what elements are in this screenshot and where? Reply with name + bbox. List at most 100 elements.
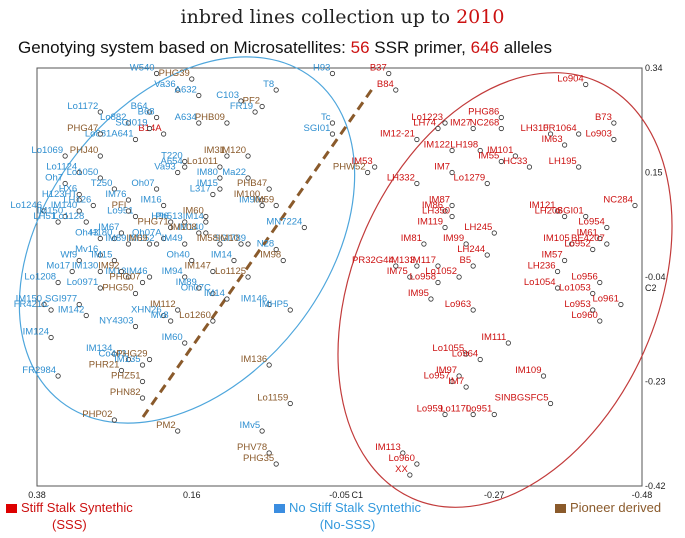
y-axis-label: C2: [645, 283, 657, 293]
nosss-point-label: IM13: [105, 266, 126, 277]
sss-point-label: IM117: [410, 255, 436, 266]
nosss-point: [118, 230, 125, 236]
nosss-point-label: Oh7: [45, 173, 63, 184]
nosss-point: [97, 285, 103, 291]
legend-sss-swatch: [6, 504, 17, 514]
pioneer-point: [273, 461, 279, 467]
sss-point-label: Lo1279: [454, 173, 486, 184]
nosss-point: [48, 334, 54, 341]
nosss-point: [62, 213, 68, 220]
legend-sss-sub: (SSS): [52, 517, 87, 532]
nosss-point-label: Lo1246: [10, 200, 42, 211]
nosss-point: [41, 208, 47, 214]
pioneer-point-label: IM92: [98, 261, 119, 272]
sss-point: [498, 114, 504, 121]
nosss-point-label: IM134: [86, 343, 112, 354]
pioneer-point: [273, 202, 279, 209]
pioneer-point: [175, 428, 181, 434]
nosss-point: [125, 356, 132, 363]
sss-point-label: LH332: [387, 173, 415, 184]
nosss-point-label: Lo1124: [46, 162, 77, 173]
nosss-point: [175, 169, 181, 176]
pioneer-point-label: IM10: [218, 233, 239, 244]
nosss-point-label: Ma22: [222, 167, 246, 178]
primer-count: 56: [350, 38, 370, 57]
allele-label: alleles: [503, 38, 552, 57]
sss-point: [456, 373, 462, 379]
sss-point: [428, 296, 434, 302]
pioneer-point: [217, 164, 223, 170]
nosss-point: [97, 235, 103, 242]
sss-point-label: IM63: [541, 134, 562, 145]
sss-point: [597, 235, 603, 242]
sss-point-label: PR32G44: [352, 255, 394, 266]
sss-point-label: Lo904: [557, 74, 583, 85]
nosss-point: [97, 268, 103, 275]
pioneer-point-label: IM147: [184, 261, 210, 272]
pioneer-point-label: Lo1260: [179, 310, 211, 321]
nosss-point-label: Lo951: [107, 206, 133, 217]
nosss-point: [203, 219, 209, 225]
sss-point: [407, 274, 413, 280]
nosss-point-label: H180: [90, 228, 113, 239]
sss-point: [435, 279, 441, 286]
pioneer-point-label: PHG39: [159, 68, 190, 79]
pioneer-point: [224, 153, 230, 159]
sss-point: [442, 120, 448, 126]
nosss-point-label: IM15: [91, 250, 112, 261]
sss-point-label: LH208: [535, 206, 563, 217]
nosss-point-label: IM16: [141, 195, 162, 206]
sss-point: [554, 208, 561, 214]
sss-point-label: Lo1223: [411, 112, 443, 123]
plot-border: [36, 67, 643, 487]
pioneer-point: [217, 241, 223, 247]
nosss-point: [329, 70, 336, 77]
x-axis-label: C1: [352, 490, 364, 500]
nosss-point: [125, 241, 132, 247]
sss-point: [590, 307, 596, 313]
pioneer-point-label: IM31: [204, 145, 225, 156]
sss-point: [590, 290, 596, 297]
pioneer-point: [189, 76, 195, 82]
nosss-point-label: FR19: [230, 101, 253, 112]
nosss-point: [132, 323, 139, 330]
nosss-point: [168, 318, 174, 324]
pioneer-point-label: IM98: [260, 250, 281, 261]
sss-point-label: LH350: [422, 206, 450, 217]
nosss-point-label: Oh07A: [132, 228, 162, 239]
nosss-point: [41, 301, 47, 308]
pioneer-point-label: PHP02: [82, 409, 112, 420]
sss-point: [393, 263, 399, 269]
nosss-point-label: IM14: [211, 250, 232, 261]
pioneer-point: [210, 268, 216, 275]
legend-sss: Stiff Stalk Syntethic (SSS): [6, 499, 133, 533]
legend-nosss: No Stiff Stalk Syntethic (No-SSS): [274, 499, 421, 533]
nosss-point: [111, 186, 117, 192]
nosss-point-label: IM67: [98, 222, 119, 233]
sss-point: [449, 169, 455, 176]
legend-pioneer: Pioneer derived: [555, 499, 661, 516]
nosss-point-label: IM15: [197, 178, 218, 189]
sss-point-label: IM27: [450, 118, 471, 129]
sss-point: [547, 131, 554, 137]
sss-point: [576, 131, 582, 137]
sss-point: [470, 307, 476, 313]
sss-point: [512, 153, 518, 159]
pioneer-point: [125, 208, 132, 214]
nosss-point: [69, 268, 75, 275]
nosss-point-label: Va36: [154, 79, 175, 90]
sss-point-label: Lo964: [452, 349, 478, 360]
nosss-point: [329, 131, 336, 137]
pioneer-point-label: PHG35: [243, 453, 274, 464]
nosss-point-label: Oh43: [75, 228, 98, 239]
nosss-point: [259, 428, 265, 434]
nosss-point: [55, 279, 61, 286]
sss-point: [161, 131, 167, 137]
nosss-point: [182, 164, 188, 170]
allele-count: 646: [470, 38, 500, 57]
pioneer-point-label: IM112: [150, 299, 176, 310]
sss-point-label: Lo954: [578, 217, 604, 228]
pioneer-point: [203, 213, 209, 220]
nosss-point: [301, 224, 307, 231]
nosss-point: [252, 109, 258, 115]
